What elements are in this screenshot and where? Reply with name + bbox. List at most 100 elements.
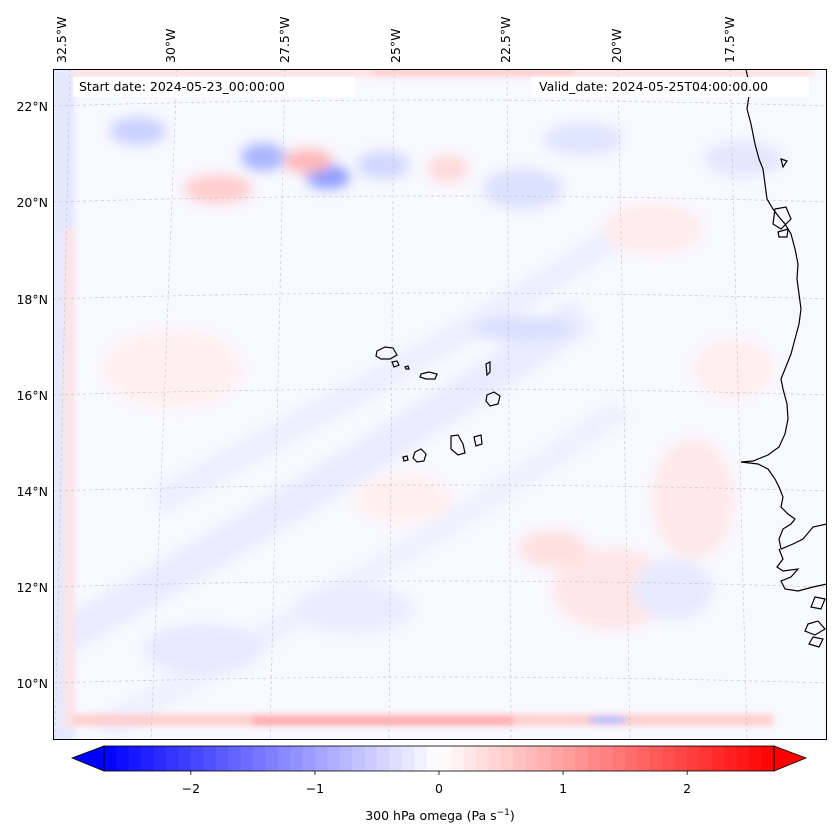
lat-label: 10°N [16, 676, 48, 691]
omega-red-patch [284, 149, 332, 173]
lat-label: 14°N [16, 484, 48, 499]
colorbar-tick-label: 2 [683, 781, 692, 796]
colorbar-label-close: ) [509, 808, 515, 824]
colorbar-label-text: 300 hPa omega (Pa s [365, 808, 497, 824]
valid-date-text: Valid_date: 2024-05-25T04:00:00.00 [539, 79, 769, 94]
colorbar-tick-label: −1 [305, 781, 325, 796]
colorbar-segment [215, 746, 229, 771]
omega-blue-patch [110, 117, 166, 145]
lon-label: 25°W [388, 28, 403, 63]
colorbar-segment [550, 746, 564, 771]
boundary-field [53, 69, 813, 740]
island-santo-antao [375, 346, 398, 360]
colorbar-segment [190, 746, 204, 771]
omega-map [53, 69, 827, 740]
lat-label: 22°N [16, 99, 48, 114]
omega-band-blue [53, 299, 593, 664]
omega-pink-patch [103, 329, 243, 409]
colorbar-segment [525, 746, 539, 771]
colorbar-segment [749, 746, 763, 771]
meridian [729, 69, 748, 740]
meridian [269, 69, 286, 740]
parallel [53, 292, 827, 300]
colorbar-segment [637, 746, 651, 771]
colorbar-segment [587, 746, 601, 771]
africa-coastline [772, 206, 792, 230]
colorbar-segment [389, 746, 403, 771]
colorbar-segment [724, 746, 738, 771]
omega-blue-patch [543, 123, 623, 155]
colorbar-segment [711, 746, 725, 771]
colorbar-segment [625, 746, 639, 771]
island-sao-nicolau [419, 371, 438, 380]
omega-pink-patch [353, 474, 453, 524]
colorbar-segment [612, 746, 626, 771]
colorbar-segment [265, 746, 279, 771]
parallel [53, 580, 827, 588]
omega-red-patch [428, 155, 468, 183]
parallel [53, 388, 827, 396]
colorbar-segment [401, 746, 415, 771]
island-sao-vicente [391, 360, 400, 368]
colorbar-segment [674, 746, 688, 771]
start-date-text: Start date: 2024-05-23_00:00:00 [79, 79, 285, 94]
colorbar-segment [575, 746, 589, 771]
colorbar-segment [662, 746, 676, 771]
boundary-band-top-strong [373, 69, 573, 75]
colorbar-segment [290, 746, 304, 771]
colorbar-segment [104, 746, 118, 771]
colorbar-segment [252, 746, 266, 771]
colorbar-segment [563, 746, 577, 771]
africa-coastline [808, 636, 824, 648]
valid-date-label: Valid_date: 2024-05-25T04:00:00.00 [531, 77, 809, 97]
island-santa-luzia [404, 365, 410, 370]
colorbar-segment [476, 746, 490, 771]
island-fogo [412, 448, 427, 463]
lon-label: 27.5°W [277, 16, 292, 63]
boundary-band-left-pink [63, 229, 75, 729]
parallel [53, 195, 827, 203]
colorbar-segment [228, 746, 242, 771]
parallel [53, 484, 827, 492]
colorbar-segment [339, 746, 353, 771]
lat-label: 12°N [16, 580, 48, 595]
colorbar-segment [352, 746, 366, 771]
lon-label: 32.5°W [54, 16, 69, 63]
colorbar-tick-label: 0 [435, 781, 443, 796]
colorbar-segment [439, 746, 453, 771]
colorbar-segment [178, 746, 192, 771]
colorbar-segment [327, 746, 341, 771]
africa-coastline [810, 596, 826, 610]
colorbar-extend-low [70, 745, 105, 772]
colorbar-segment [314, 746, 328, 771]
omega-blue-patch [703, 141, 783, 177]
colorbar-segment [128, 746, 142, 771]
colorbar-segment [501, 746, 515, 771]
colorbar-segment [203, 746, 217, 771]
colorbar-segment [240, 746, 254, 771]
colorbar-segment [649, 746, 663, 771]
colorbar-segment [463, 746, 477, 771]
colorbar-extend-high [773, 745, 808, 772]
colorbar-tick-marks [190, 771, 688, 775]
colorbar-segment [699, 746, 713, 771]
colorbar-segment [166, 746, 180, 771]
meridian [506, 69, 512, 740]
omega-pink-patch [603, 204, 703, 254]
africa-coastline [804, 620, 826, 636]
meridian [150, 69, 178, 740]
omega-blue-patch [357, 151, 409, 179]
omega-field [53, 117, 783, 740]
colorbar-segments [104, 746, 775, 771]
colorbar-label-sup: −1 [496, 808, 510, 818]
map-border [53, 69, 827, 740]
omega-blue-patch [483, 169, 563, 209]
island-maio [473, 434, 483, 447]
colorbar [70, 745, 808, 775]
colorbar-segment [736, 746, 750, 771]
omega-pink-patch [553, 549, 673, 629]
colorbar-segment [414, 746, 428, 771]
island-boa-vista [485, 391, 501, 407]
lon-label: 17.5°W [722, 16, 737, 63]
island-santiago [450, 434, 466, 456]
